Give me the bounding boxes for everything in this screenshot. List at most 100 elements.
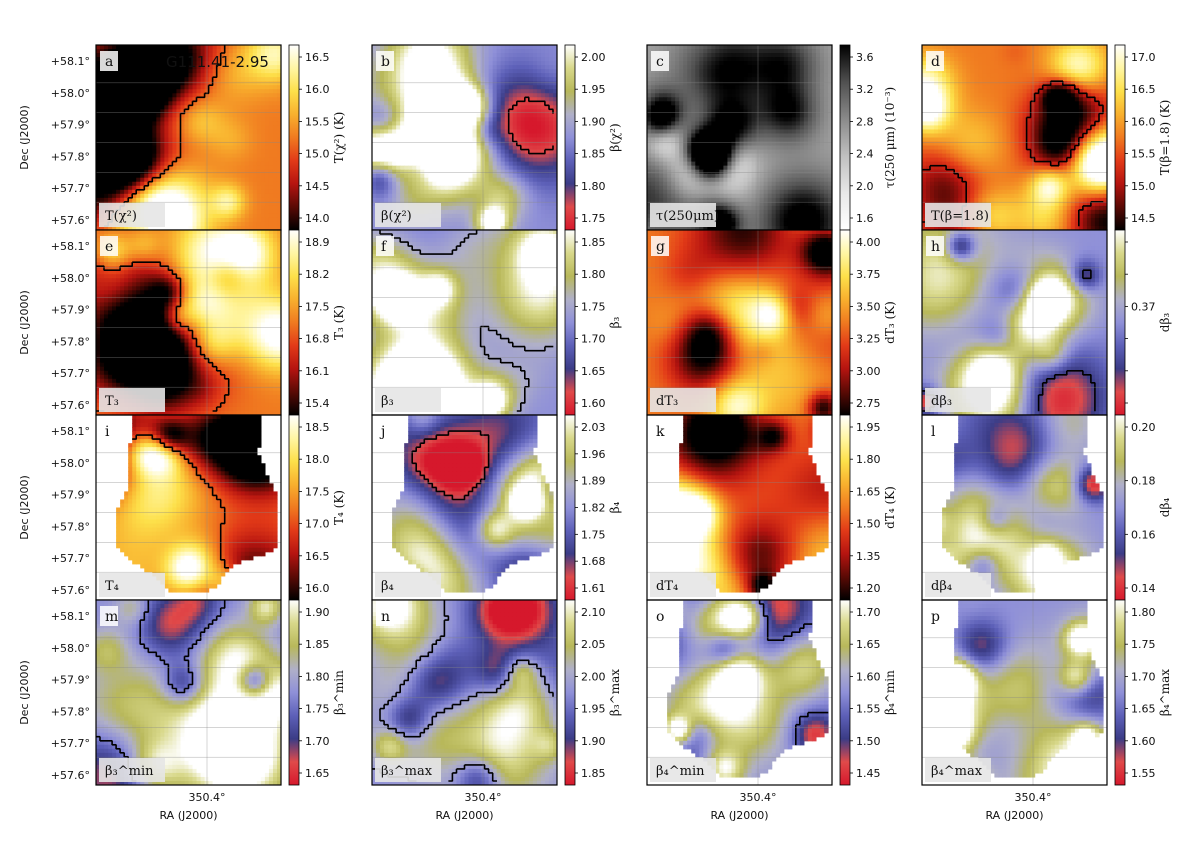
map-e (96, 230, 281, 415)
panel-letter-box (376, 421, 394, 441)
dec-tick-label: +57.8° (51, 335, 90, 348)
panel-o: o β₄^min 1.70 1.65 1.60 1.55 1.50 1.45 β₄^min (646, 599, 897, 786)
panel-quantity-label: T₄ (105, 579, 119, 594)
colorbar-tick-label: 1.20 (856, 582, 881, 595)
ra-axis-title: RA (J2000) (710, 809, 768, 822)
contour-d (922, 80, 1104, 227)
colorbar-tick-label: 1.75 (581, 528, 606, 541)
colorbar-tick-label: 1.95 (581, 703, 606, 716)
ra-tick-label: 350.4° (1015, 791, 1052, 804)
panel-letter-box (651, 606, 669, 626)
colorbar-tick-label: 15.0 (305, 148, 330, 161)
dec-axis-title: Dec (J2000) (18, 105, 31, 170)
panel-letter: k (656, 424, 665, 440)
colorbar-tick-label: 15.4 (305, 397, 330, 410)
colorbar-tick-label: 1.65 (856, 638, 881, 651)
colorbar-tick-label: 1.85 (581, 148, 606, 161)
colorbar-label: β₃^max (608, 669, 622, 716)
panel-label-box (650, 573, 716, 597)
colorbar-tick-label: 1.80 (305, 670, 330, 683)
contour-o (758, 600, 829, 746)
panel-label-box (375, 573, 441, 597)
colorbar-tick-label: 1.65 (856, 485, 881, 498)
dec-tick-label: +58.0° (51, 272, 90, 285)
panel-label-box (99, 388, 165, 412)
map-c (647, 45, 832, 230)
colorbar-l: 0.20 0.18 0.16 0.14 dβ₄ (1114, 414, 1172, 601)
colorbar-tick-label: 1.90 (305, 606, 330, 619)
colorbar-tick-label: 1.70 (581, 333, 606, 346)
colorbar-tick-label: 1.85 (305, 638, 330, 651)
panel-label-box (650, 758, 716, 782)
colorbar-tick-label: 1.75 (305, 703, 330, 716)
colorbar-tick-label: 16.0 (305, 83, 330, 96)
panel-letter-box (926, 51, 944, 71)
colorbar-tick-label: 18.9 (305, 236, 330, 249)
colorbar-tick-label: 1.61 (581, 582, 606, 595)
colorbar-tick-label: 1.89 (581, 475, 606, 488)
colorbar-e: 18.9 18.2 17.5 16.8 16.1 15.4 T₃ (K) (288, 229, 346, 416)
panel-letter-box (926, 606, 944, 626)
colorbar-f: 1.85 1.80 1.75 1.70 1.65 1.60 β₃ (564, 229, 622, 416)
colorbar-m: 1.90 1.85 1.80 1.75 1.70 1.65 β₃^min (288, 599, 346, 786)
colorbar-tick-label: 14.5 (1131, 212, 1156, 225)
colorbar-tick-label: 2.00 (581, 670, 606, 683)
ra-tick-label: 350.4° (740, 791, 777, 804)
dec-tick-label: +57.6° (51, 214, 90, 227)
colorbar-tick-label: 1.80 (581, 180, 606, 193)
panel-p: p β₄^max 1.80 1.75 1.70 1.65 1.60 1.55 β₄^max (921, 599, 1172, 786)
dec-tick-label: +58.1° (51, 55, 90, 68)
colorbar-tick-label: 16.8 (305, 333, 330, 346)
colorbar-tick-label: 2.0 (856, 180, 874, 193)
panel-letter-box (100, 606, 118, 626)
panel-letter-box (376, 606, 394, 626)
colorbar-tick-label: 1.65 (581, 365, 606, 378)
dec-tick-label: +57.9° (51, 489, 90, 502)
panel-letter-box (926, 421, 944, 441)
panel-quantity-label: dT₃ (656, 394, 678, 409)
colorbar-tick-label: 1.75 (1131, 638, 1156, 651)
panel-letter: i (105, 424, 110, 440)
colorbar-tick-label: 1.95 (581, 83, 606, 96)
dec-tick-label: +58.0° (51, 642, 90, 655)
panel-letter-box (376, 236, 394, 256)
panel-letter: o (656, 609, 664, 625)
ra-axis-title: RA (J2000) (985, 809, 1043, 822)
map-p (922, 600, 1107, 785)
dec-tick-label: +57.8° (51, 520, 90, 533)
panel-label-box (375, 203, 441, 227)
dec-tick-label: +57.9° (51, 119, 90, 132)
panel-letter: c (656, 54, 664, 70)
colorbar-tick-label: 1.80 (1131, 606, 1156, 619)
dec-tick-label: +58.0° (51, 457, 90, 470)
map-f (372, 230, 557, 415)
colorbar-label: dT₄ (K) (883, 486, 897, 529)
colorbar-d: 17.0 16.5 16.0 15.5 15.0 14.5 T(β=1.8) (K) (1114, 44, 1172, 231)
panel-quantity-label: T(χ²) (105, 209, 137, 224)
map-a (96, 45, 281, 230)
panel-letter: e (105, 239, 113, 255)
dec-tick-label: +58.1° (51, 240, 90, 253)
map-b (372, 45, 557, 230)
panel-quantity-label: β₄^max (931, 764, 983, 779)
colorbar-tick-label: 18.2 (305, 268, 330, 281)
colorbar-tick-label: 3.6 (856, 51, 874, 64)
panel-quantity-label: β₄ (381, 579, 394, 594)
colorbar-tick-label: 1.60 (856, 670, 881, 683)
panel-quantity-label: dβ₄ (931, 579, 952, 594)
colorbar-tick-label: 17.5 (305, 485, 330, 498)
dec-tick-label: +57.9° (51, 304, 90, 317)
dec-axis-title: Dec (J2000) (18, 290, 31, 355)
colorbar-tick-label: 17.0 (305, 518, 330, 531)
panel-label-box (375, 758, 441, 782)
panel-letter-box (926, 236, 944, 256)
dec-tick-label: +57.7° (51, 737, 90, 750)
panel-d: d T(β=1.8) 17.0 16.5 16.0 15.5 15.0 14.5 T(β=1.8… (921, 44, 1172, 231)
panel-letter-box (651, 51, 669, 71)
colorbar-tick-label: 1.65 (305, 767, 330, 780)
colorbar-tick-label: 1.50 (856, 518, 881, 531)
map-m (96, 600, 281, 785)
panel-a: a T(χ²) 16.5 16.0 15.5 15.0 14.5 14.0 T(χ²) (K) G… (95, 44, 346, 231)
panel-letter: f (381, 239, 388, 255)
map-h (922, 230, 1107, 415)
